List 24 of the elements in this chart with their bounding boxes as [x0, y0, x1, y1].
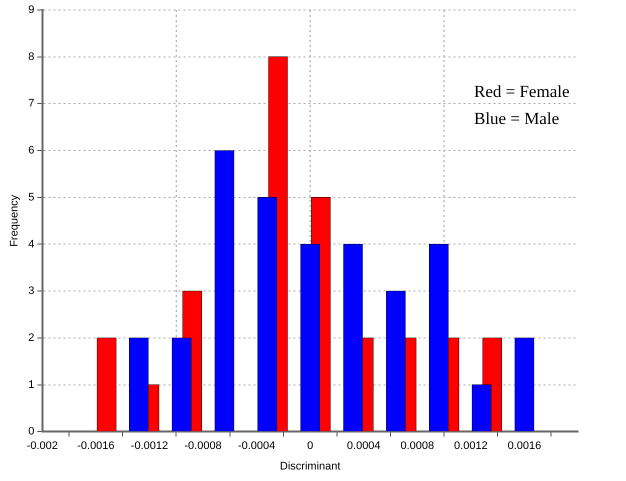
x-tick-label: -0.0004 — [238, 440, 276, 452]
y-tick-label: 7 — [28, 98, 34, 110]
x-tick-label: -0.0012 — [130, 440, 168, 452]
x-tick-label: 0 — [307, 440, 314, 452]
x-tick-label: 0.0008 — [400, 440, 434, 452]
y-tick-label: 1 — [28, 378, 34, 391]
x-tick-label: -0.0016 — [77, 440, 115, 452]
y-tick-label: 6 — [28, 144, 34, 157]
x-axis-title: Discriminant — [280, 460, 340, 472]
y-tick-label: 9 — [28, 4, 34, 16]
y-tick-label: 3 — [28, 285, 34, 298]
x-tick-label: 0.0012 — [454, 440, 488, 452]
x-tick-label: -0.002 — [26, 440, 58, 452]
x-tick-label: -0.0008 — [184, 440, 222, 452]
annotation: Red = Female — [474, 81, 570, 103]
x-tick-label: 0.0004 — [346, 440, 381, 452]
y-tick-label: 4 — [28, 238, 34, 250]
y-tick-label: 0 — [28, 426, 34, 438]
y-tick-label: 8 — [28, 50, 34, 63]
y-axis-title: Frequency — [8, 194, 21, 247]
x-tick-label: 0.0016 — [508, 440, 542, 452]
annotation: Blue = Male — [474, 108, 560, 130]
y-tick-label: 2 — [28, 332, 34, 344]
y-tick-label: 5 — [28, 191, 34, 204]
